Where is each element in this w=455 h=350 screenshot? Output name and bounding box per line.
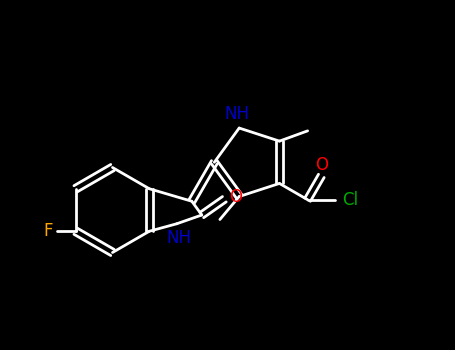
Text: NH: NH xyxy=(224,105,249,123)
Text: Cl: Cl xyxy=(342,191,358,209)
Text: O: O xyxy=(315,156,328,174)
Text: F: F xyxy=(43,222,53,240)
Text: NH: NH xyxy=(167,229,192,247)
Text: O: O xyxy=(229,188,242,206)
